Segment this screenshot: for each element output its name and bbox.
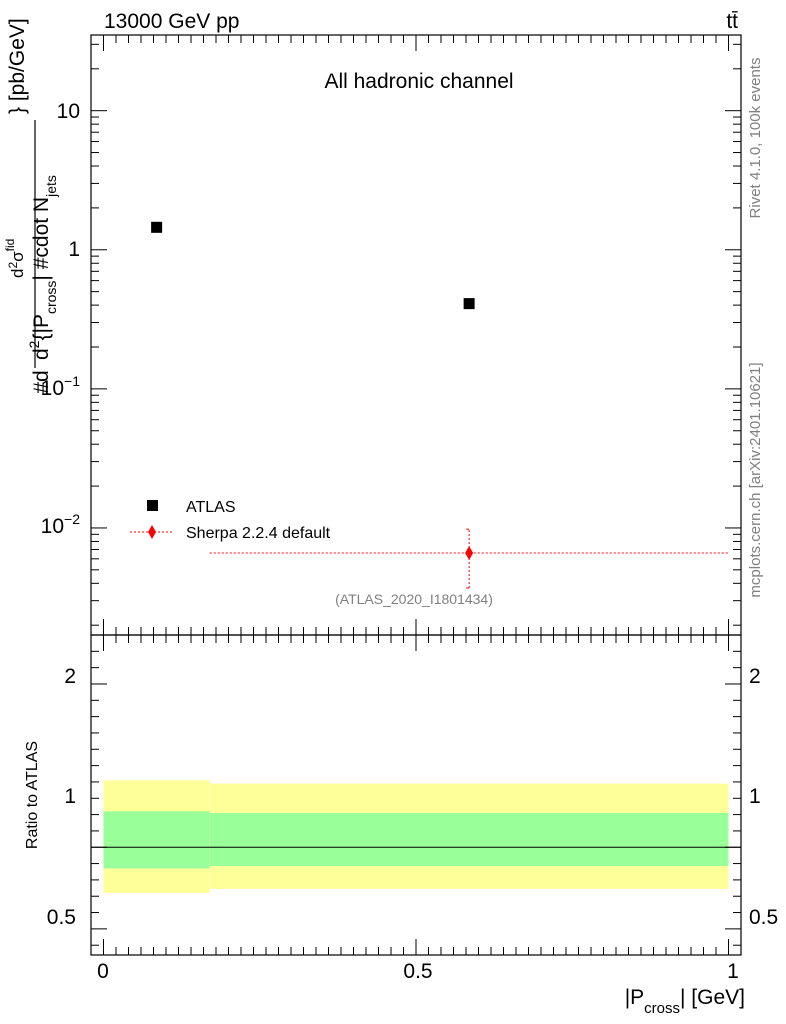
y-label-num: d2σfid (3, 239, 27, 278)
ratio-y-tick-label-0.5: 0.5 (47, 906, 76, 929)
ratio-y-tick-label-2-right: 2 (749, 665, 761, 688)
energy-label: 13000 GeV pp (104, 10, 239, 33)
atlas-data-point (463, 298, 475, 310)
ratio-band-inner (209, 812, 729, 867)
x-axis-label: |Pcross| [GeV] (625, 986, 745, 1017)
x-tick-label-1: 1 (727, 960, 739, 983)
chart-title: All hadronic channel (324, 70, 513, 93)
main-panel: All hadronic channel (ATLAS_2020_I180143… (3, 18, 742, 636)
atlas-data-point (151, 221, 163, 233)
ratio-y-tick-label-1: 1 (64, 785, 76, 808)
rivet-label: Rivet 4.1.0, 100k events (747, 58, 764, 219)
process-label: tt̄ (726, 10, 738, 33)
main-data (151, 221, 729, 589)
legend-atlas-label: ATLAS (186, 499, 236, 516)
ratio-panel: 2 1 0.5 2 1 0.5 0 0.5 1 Ratio to ATLAS |… (24, 634, 778, 1017)
analysis-label: (ATLAS_2020_I1801434) (335, 591, 493, 607)
y-label-hash-d: #d (30, 370, 53, 393)
ratio-y-tick-label-2: 2 (64, 665, 76, 688)
x-tick-label-0.5: 0.5 (403, 960, 432, 983)
y-tick-label-1: 1 (68, 238, 80, 261)
ratio-bands (103, 780, 729, 893)
legend-sherpa-marker (148, 525, 156, 539)
y-tick-label-0.01: 10−2 (41, 511, 81, 538)
ratio-y-axis-label: Ratio to ATLAS (24, 741, 41, 849)
y-label-den: d2{|Pcross| #cdot Njets (26, 175, 59, 360)
ratio-y-tick-label-1-right: 1 (749, 785, 761, 808)
y-axis-label: #d d2σfid d2{|Pcross| #cdot Njets } [pb/… (3, 18, 59, 393)
y-tick-label-10: 10 (57, 100, 80, 123)
main-frame (90, 34, 742, 636)
legend-sherpa-label: Sherpa 2.2.4 default (186, 525, 331, 542)
mcplots-label: mcplots.cern.ch [arXiv:2401.10621] (747, 362, 764, 597)
y-label-unit: } [pb/GeV] (6, 18, 29, 114)
main-ticks (91, 35, 741, 635)
ratio-y-tick-label-0.5-right: 0.5 (749, 906, 778, 929)
ratio-ticks (91, 635, 741, 955)
legend-atlas-marker (147, 500, 158, 511)
sherpa-data-point (465, 546, 474, 561)
x-tick-label-0: 0 (97, 960, 109, 983)
ratio-band-inner (103, 811, 210, 869)
legend: ATLAS Sherpa 2.2.4 default (130, 499, 331, 542)
